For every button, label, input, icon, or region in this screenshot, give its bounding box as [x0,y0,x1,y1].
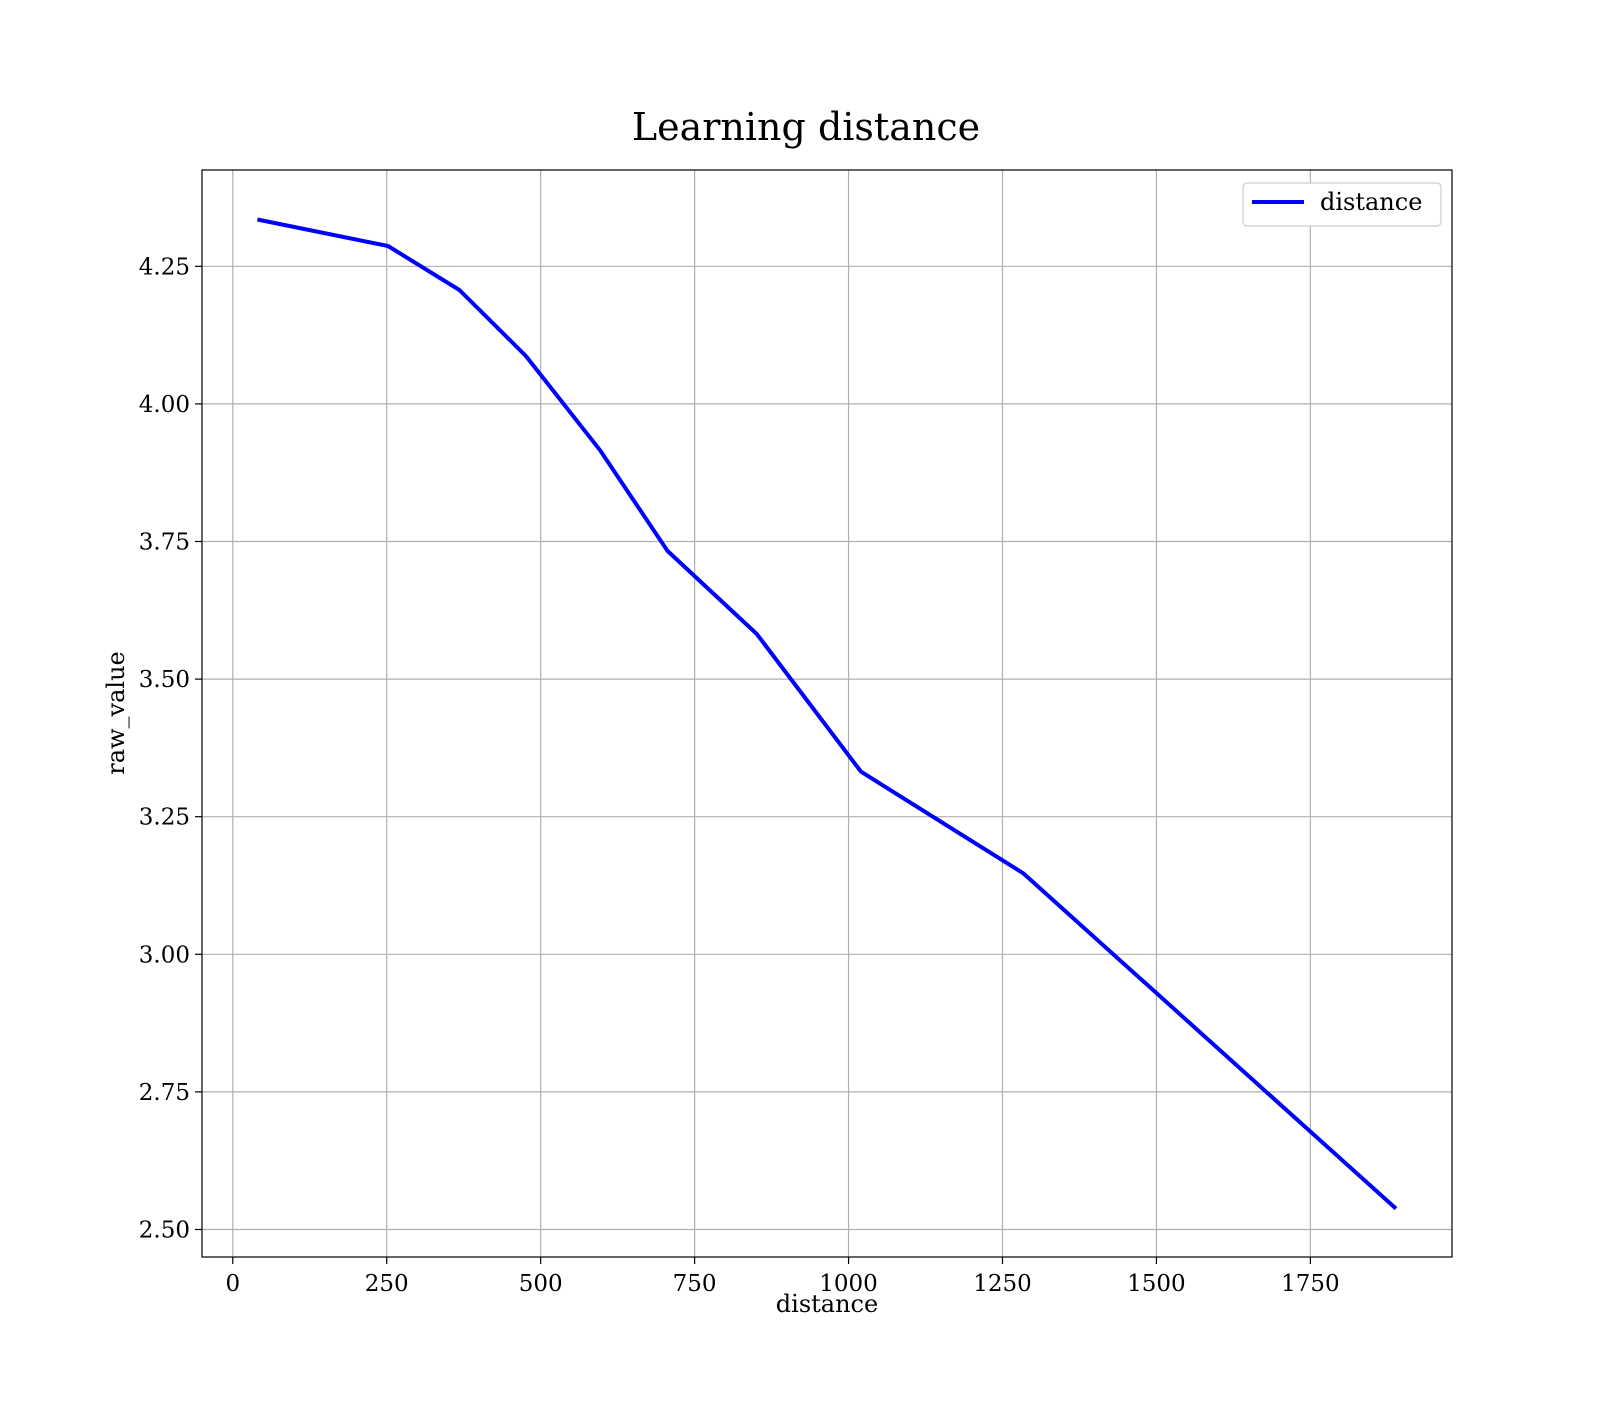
x-axis-label: distance [776,1290,878,1318]
series-line-distance [257,217,1398,1211]
x-tick-label: 1250 [973,1271,1032,1297]
y-axis-label: raw_value [102,651,130,775]
x-axis-ticks: 0 250 500 750 1000 1250 1500 1750 [225,1257,1340,1297]
legend-box [1242,182,1442,227]
y-tick-label: 3.25 [139,805,190,831]
y-tick-label: 4.00 [139,392,190,418]
x-tick-label: 0 [225,1271,240,1297]
x-tick-label: 1500 [1127,1271,1186,1297]
x-tick-label: 750 [673,1271,717,1297]
legend-label: distance [1320,188,1422,216]
x-tick-label: 500 [519,1271,563,1297]
x-tick-label: 1750 [1281,1271,1340,1297]
chart-title: Learning distance [632,105,980,149]
y-tick-label: 3.50 [139,667,190,693]
y-tick-label: 3.00 [139,942,190,968]
y-tick-label: 2.50 [139,1217,190,1243]
grid [202,170,1452,1257]
series-layer [257,217,1398,1211]
legend: distance [1242,182,1442,227]
y-tick-label: 3.75 [139,530,190,556]
y-tick-label: 2.75 [139,1080,190,1106]
y-tick-label: 4.25 [139,254,190,280]
x-tick-label: 1000 [819,1271,878,1297]
y-axis-ticks: 2.50 2.75 3.00 3.25 3.50 3.75 4.00 4.25 [139,254,202,1243]
x-tick-label: 250 [365,1271,409,1297]
plot-frame [201,169,1453,1258]
